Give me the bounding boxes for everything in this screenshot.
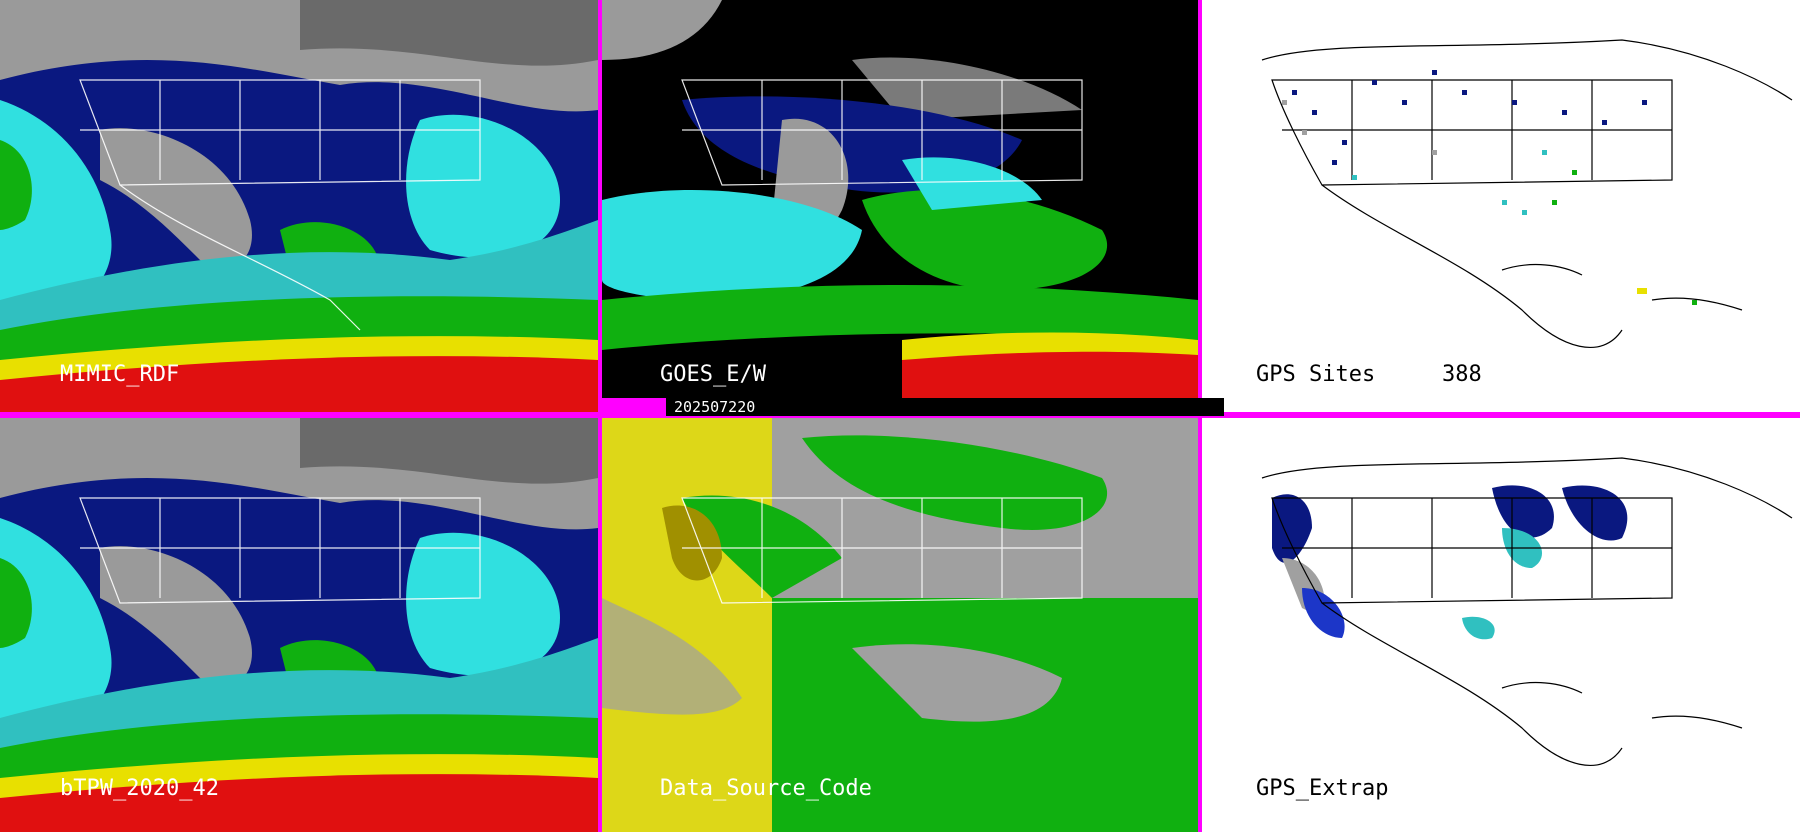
panel-btpw: bTPW_2020_42 — [0, 418, 598, 832]
goes-map — [602, 0, 1198, 398]
mimic-rdf-label: MIMIC_RDF — [60, 362, 180, 387]
btpw-map — [0, 418, 598, 832]
panel-mimic-rdf: MIMIC_RDF — [0, 0, 598, 412]
timestamp-bar: 202507220 — [666, 398, 1224, 416]
timestamp-text: 202507220 — [674, 398, 756, 416]
mimic-rdf-map — [0, 0, 598, 412]
goes-label: GOES_E/W — [660, 362, 766, 387]
gps-sites-count: 388 — [1442, 362, 1482, 387]
panel-goes: GOES_E/W — [602, 0, 1198, 398]
gps-extrap-label: GPS_Extrap — [1256, 776, 1389, 801]
btpw-label: bTPW_2020_42 — [60, 776, 219, 801]
panel-data-source-code: Data_Source_Code — [602, 418, 1198, 832]
panel-gps-sites: GPS Sites 388 — [1202, 0, 1800, 412]
panel-gps-extrap: GPS_Extrap — [1202, 418, 1800, 832]
gps-extrap-map — [1261, 457, 1793, 766]
gps-sites-map — [1261, 39, 1793, 348]
gps-sites-label: GPS Sites — [1256, 362, 1376, 387]
data-source-code-label: Data_Source_Code — [660, 776, 872, 801]
data-source-code-map — [602, 418, 1198, 832]
